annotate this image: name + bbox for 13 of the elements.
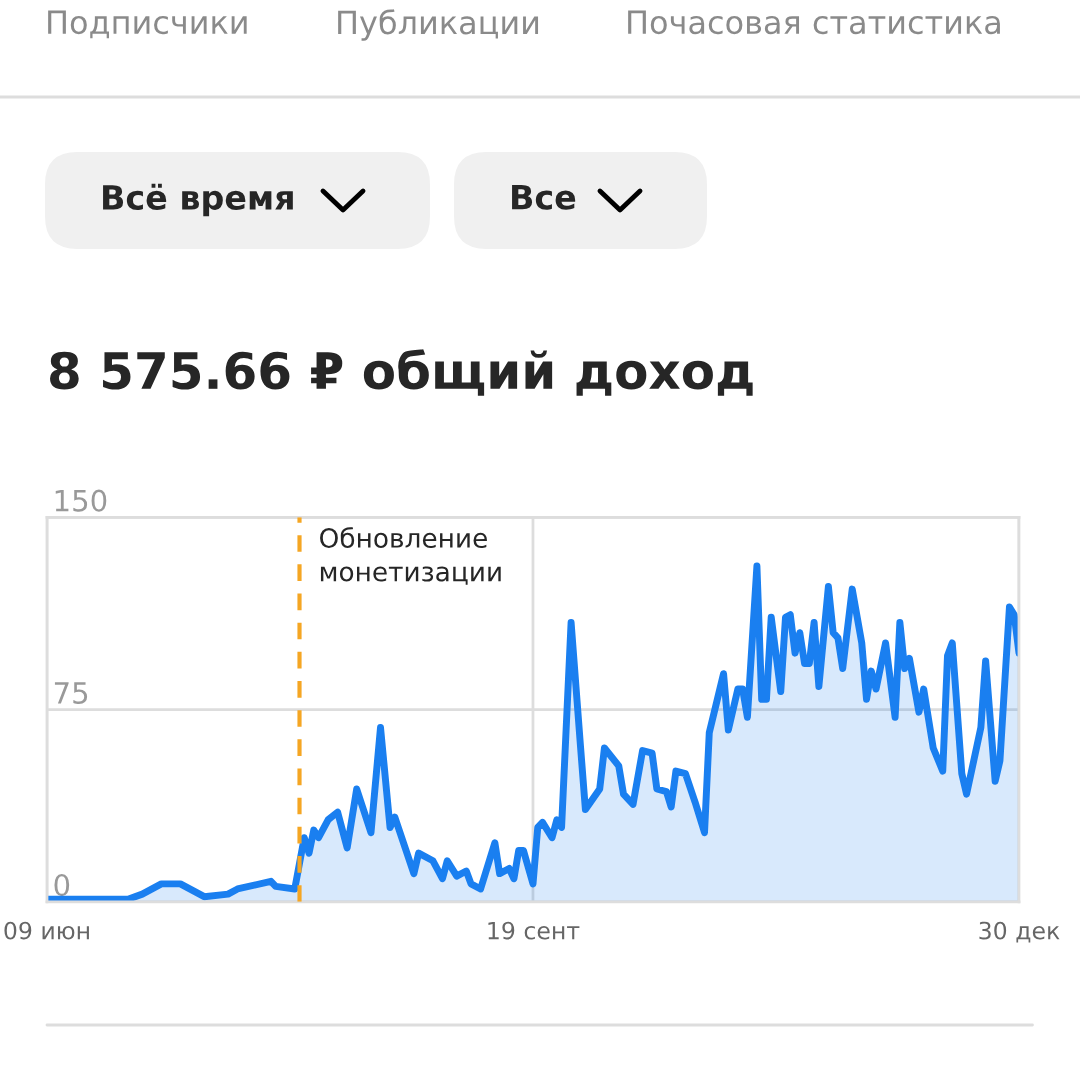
text: Почасовая статистика <box>628 10 1000 35</box>
text: Публикации <box>338 9 539 41</box>
text: Всё время <box>103 183 293 217</box>
x-tick-label: 19 сент <box>488 921 580 940</box>
y-tick-label: 150 <box>55 489 107 512</box>
y-tick-label: 0 <box>54 874 70 897</box>
text: Подписчики <box>48 10 247 39</box>
y-tick-label: 75 <box>54 682 88 704</box>
ref-line-label: Обновление монетизации <box>320 527 501 585</box>
chart-title: 8 575.66 ₽ общий доход <box>50 349 753 396</box>
text: Все <box>512 184 576 210</box>
x-tick-label: 30 дек <box>979 921 1060 943</box>
x-tick-label: 09 июн <box>4 921 89 940</box>
